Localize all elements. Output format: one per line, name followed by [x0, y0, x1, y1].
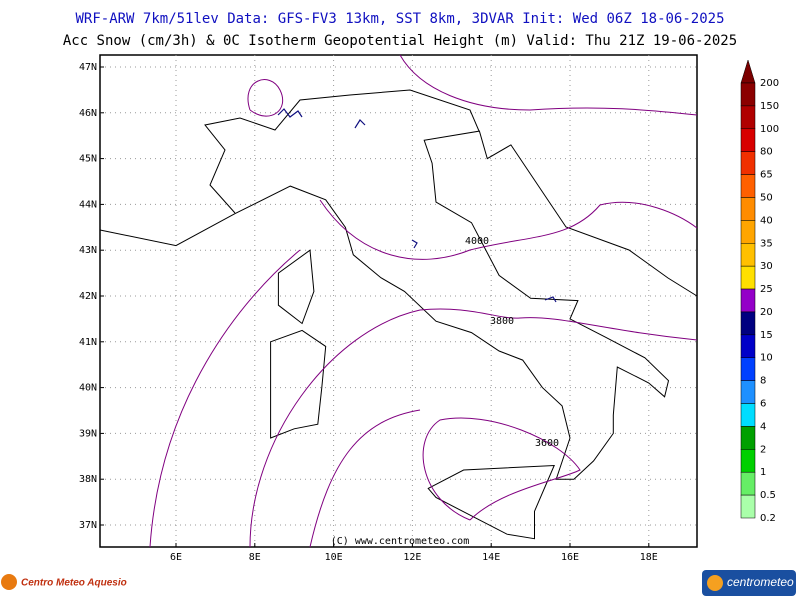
colorbar-box	[740, 334, 756, 358]
colorbar-box	[740, 357, 756, 381]
lat-label: 39N	[79, 428, 97, 439]
snow-areas	[277, 108, 557, 303]
colorbar-box	[740, 220, 756, 244]
contour-3600	[309, 409, 581, 548]
colorbar-box	[740, 449, 756, 473]
logo-left: Centro Meteo Aquesio	[1, 574, 127, 590]
lon-label: 10E	[325, 552, 343, 563]
coast-peninsula	[99, 130, 698, 480]
colorbar-label: 1	[760, 467, 766, 478]
logo-right-icon	[707, 575, 723, 591]
colorbar-label: 0.5	[760, 490, 776, 501]
colorbar-box	[740, 243, 756, 267]
colorbar-box	[740, 174, 756, 198]
colorbar-label: 2	[760, 444, 766, 455]
colorbar: 200 150 100 80 65 50 40 35 30 25 20 15 10 8 6 4 2 1 0.5 0.2	[740, 59, 779, 524]
colorbar-box	[740, 311, 756, 336]
colorbar-label: 20	[760, 307, 773, 318]
lat-label: 46N	[79, 108, 97, 119]
colorbar-label: 25	[760, 284, 773, 295]
title-line-2: Acc Snow (cm/3h) & 0C Isotherm Geopotent…	[63, 33, 737, 49]
colorbar-box	[740, 151, 756, 175]
lat-label: 47N	[79, 62, 97, 73]
logo-left-text: Centro Meteo Aquesio	[21, 578, 127, 589]
map-frame	[99, 54, 698, 548]
logo-right-bg	[702, 570, 796, 596]
contour-north	[247, 54, 698, 117]
coast-sicily	[427, 464, 555, 540]
lat-label: 44N	[79, 199, 97, 210]
contour-4000	[319, 199, 698, 260]
contour-label: 4000	[465, 236, 489, 247]
contour-label: 3600	[535, 438, 559, 449]
colorbar-box	[740, 426, 756, 450]
logo-right-text: centrometeo	[727, 575, 794, 589]
colorbar-label: 65	[760, 170, 773, 181]
snow-apennines	[411, 239, 557, 303]
colorbar-label: 4	[760, 421, 766, 432]
coast-corsica	[277, 249, 315, 325]
colorbar-box	[740, 494, 756, 519]
colorbar-box	[740, 197, 756, 221]
lat-label: 41N	[79, 337, 97, 348]
colorbar-box	[740, 128, 756, 152]
snow-alps	[277, 108, 366, 129]
colorbar-label: 200	[760, 78, 779, 89]
colorbar-label: 150	[760, 101, 779, 112]
lat-label: 40N	[79, 383, 97, 394]
lat-label: 38N	[79, 474, 97, 485]
logo-left-icon	[1, 574, 17, 590]
colorbar-box	[740, 471, 756, 496]
colorbar-label: 40	[760, 215, 773, 226]
colorbar-label: 8	[760, 376, 766, 387]
lat-label: 37N	[79, 520, 97, 531]
alpine-border	[204, 89, 480, 214]
colorbar-label: 6	[760, 399, 766, 410]
colorbar-label: 0.2	[760, 513, 776, 524]
lon-label: 12E	[403, 552, 421, 563]
lon-label: 16E	[561, 552, 579, 563]
lat-label: 43N	[79, 245, 97, 256]
copyright: (C) www.centrometeo.com	[331, 536, 469, 547]
map-area: 4000 3800 3600 (C) www.centrometeo.com	[99, 54, 698, 548]
colorbar-box	[740, 105, 756, 130]
contour-3800	[149, 249, 698, 548]
lon-label: 18E	[640, 552, 658, 563]
contour-label: 3800	[490, 316, 514, 327]
coast-sardinia	[270, 329, 327, 439]
lon-label: 14E	[482, 552, 500, 563]
colorbar-label: 30	[760, 261, 773, 272]
colorbar-box	[740, 265, 756, 290]
colorbar-box	[740, 288, 756, 313]
colorbar-label: 100	[760, 124, 779, 135]
coastlines	[99, 89, 698, 540]
lon-label: 8E	[249, 552, 261, 563]
isotherm-contours	[149, 54, 698, 548]
colorbar-label: 35	[760, 238, 773, 249]
logo-right: centrometeo	[702, 570, 796, 596]
lat-label: 45N	[79, 154, 97, 165]
graticule	[100, 55, 697, 547]
colorbar-label: 80	[760, 147, 773, 158]
colorbar-box	[740, 82, 756, 107]
colorbar-arrow	[740, 59, 756, 84]
colorbar-box	[740, 403, 756, 427]
colorbar-box	[740, 380, 756, 404]
title-line-1: WRF-ARW 7km/51lev Data: GFS-FV3 13km, SS…	[75, 11, 724, 27]
colorbar-label: 50	[760, 192, 773, 203]
lat-label: 42N	[79, 291, 97, 302]
colorbar-label: 15	[760, 330, 773, 341]
colorbar-label: 10	[760, 353, 773, 364]
lon-label: 6E	[170, 552, 182, 563]
